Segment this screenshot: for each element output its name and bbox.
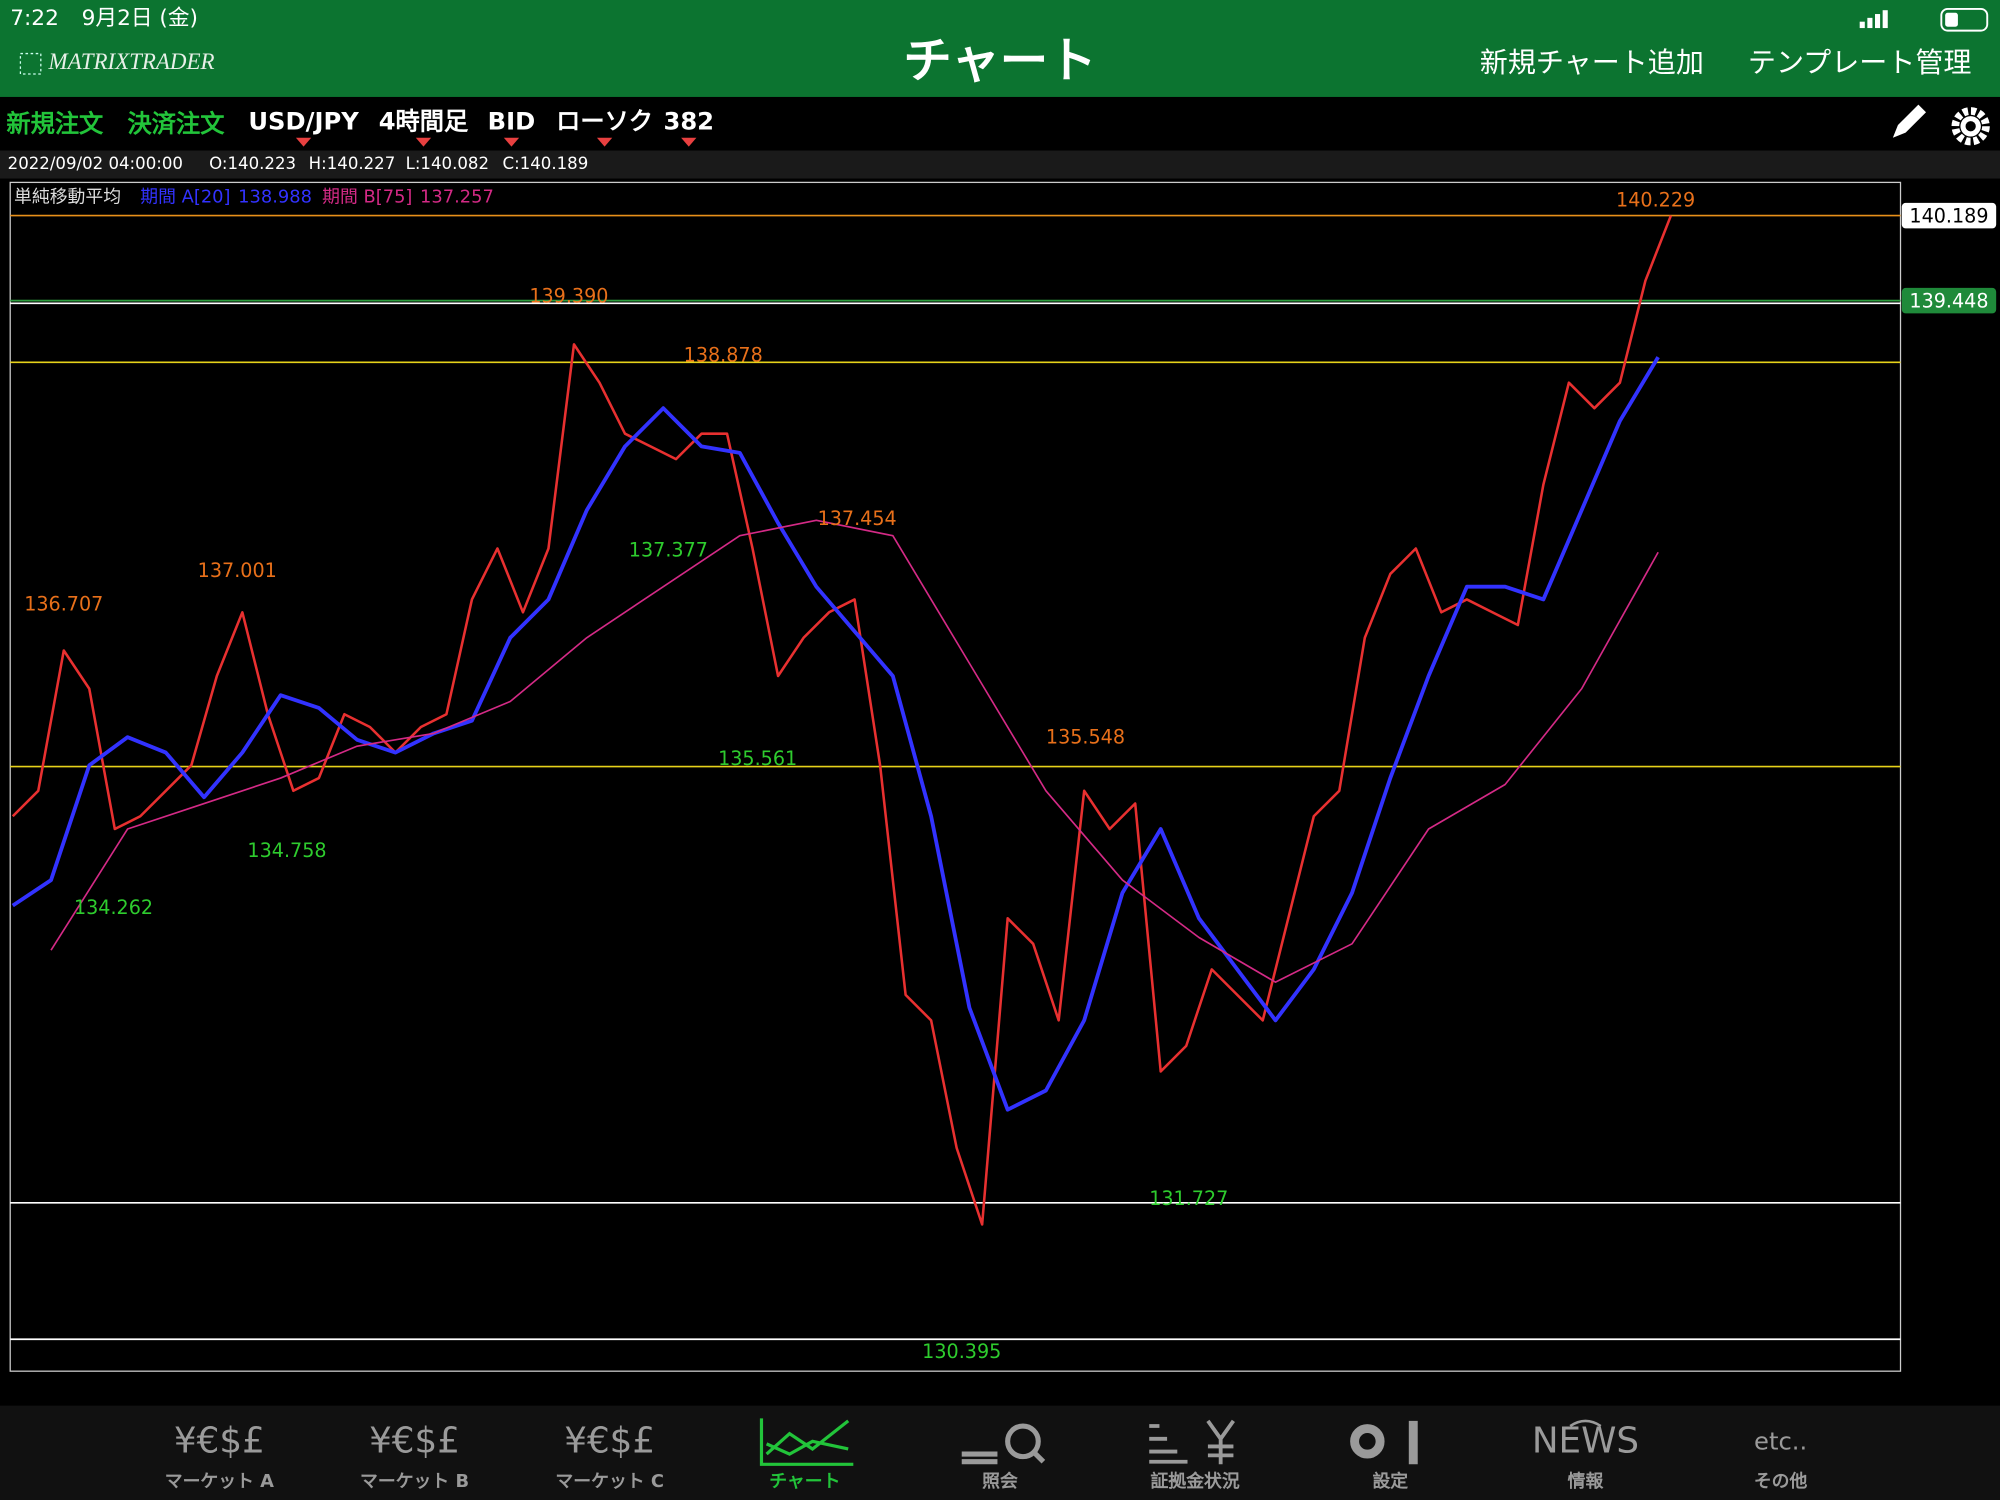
chart-style[interactable]: ローソク — [556, 107, 653, 135]
high-label: 138.878 — [684, 343, 763, 366]
tab-label: 照会 — [982, 1470, 1018, 1492]
settings-icon[interactable] — [1951, 107, 1990, 146]
tab[interactable]: 照会 — [961, 1423, 1046, 1492]
close-order[interactable]: 決済注文 — [128, 110, 226, 138]
legend-value: 137.257 — [420, 187, 494, 208]
tab-label: マーケット A — [165, 1471, 274, 1492]
tab-label: 情報 — [1568, 1470, 1604, 1492]
tab[interactable]: NEWS 情報 — [1532, 1419, 1639, 1493]
new-order[interactable]: 新規注文 — [6, 110, 104, 138]
tab-icon — [1149, 1419, 1235, 1465]
plot: 期間 A[20] 138.988 期間 B[75] 137.257 136.707 137… — [10, 187, 1997, 1363]
price-tag — [1901, 287, 1997, 314]
price-tag — [1901, 202, 1997, 229]
logo: MATRIXTRADER — [47, 49, 214, 74]
low-label: 134.262 — [74, 896, 153, 919]
tab-icon — [759, 1418, 854, 1466]
low-label: 130.395 — [922, 1340, 1001, 1363]
legend-name: 期間 A[20] — [140, 187, 230, 208]
moving-average — [50, 519, 1659, 983]
high-label: 139.390 — [529, 285, 608, 308]
low-label: 134.758 — [247, 839, 326, 862]
high-label: 137.454 — [818, 507, 897, 530]
ohlc-bar — [0, 150, 2000, 179]
price-side[interactable]: BID — [488, 107, 536, 135]
header-bar — [0, 0, 2000, 97]
tab-label: その他 — [1754, 1470, 1808, 1492]
tab-label: 設定 — [1372, 1470, 1408, 1492]
add-chart[interactable]: 新規チャート追加 — [1480, 46, 1704, 79]
tab[interactable]: etc.. その他 — [1754, 1428, 1808, 1493]
tab-icon — [961, 1423, 1046, 1465]
indicator-name: 単純移動平均 — [14, 187, 121, 208]
status-date: 9月2日 (金) — [82, 6, 198, 31]
tab-label: マーケット C — [555, 1471, 664, 1492]
tab[interactable]: ¥€$£ マーケット C — [555, 1421, 664, 1493]
tab[interactable]: チャート — [759, 1418, 854, 1492]
moving-average — [11, 356, 1660, 1112]
tab-icon: ¥€$£ — [564, 1421, 655, 1462]
tab[interactable]: ¥€$£ マーケット B — [360, 1421, 469, 1493]
price-tag-label: 139.448 — [1909, 289, 1988, 312]
tabs: ¥€$£ マーケット A ¥€$£ マーケット B ¥€$£ マーケット C チャート 照会 証… — [165, 1418, 1808, 1492]
high-label: 136.707 — [24, 593, 103, 616]
ohlc-close: C:140.189 — [503, 154, 589, 173]
price-tag-label: 140.189 — [1909, 204, 1988, 227]
high-label: 135.548 — [1046, 726, 1125, 749]
bar-count[interactable]: 382 — [663, 107, 714, 135]
dropdown-arrows — [295, 137, 697, 147]
tab-label: 証拠金状況 — [1151, 1470, 1240, 1492]
screen-title: チャート — [903, 33, 1096, 89]
ohlc-high: H:140.227 — [309, 154, 396, 173]
chart-area — [9, 181, 1902, 1372]
ohlc-low: L:140.082 — [406, 154, 489, 173]
logo-icon — [19, 52, 42, 75]
tab-icon: ¥€$£ — [369, 1421, 460, 1462]
tab[interactable]: 設定 — [1350, 1420, 1418, 1492]
edit-icon[interactable] — [1892, 104, 1927, 138]
high-label: 137.001 — [198, 559, 277, 582]
tab-icon: ¥€$£ — [174, 1421, 265, 1462]
ohlc-open: O:140.223 — [209, 154, 296, 173]
tab-label: マーケット B — [360, 1471, 469, 1492]
symbol[interactable]: USD/JPY — [248, 107, 359, 135]
low-label: 137.377 — [629, 539, 708, 562]
timeframe[interactable]: 4時間足 — [379, 107, 469, 135]
tab-icon-arc — [1569, 1419, 1602, 1428]
price-line — [11, 215, 1673, 1226]
status-time: 7:22 — [10, 6, 59, 31]
tab[interactable]: 証拠金状況 — [1149, 1419, 1240, 1492]
tab-label: チャート — [769, 1471, 840, 1492]
ohlc-datetime: 2022/09/02 04:00:00 — [8, 154, 183, 173]
template-manage[interactable]: テンプレート管理 — [1748, 46, 1972, 79]
tab-icon: NEWS — [1532, 1421, 1639, 1462]
tab[interactable]: ¥€$£ マーケット A — [165, 1421, 274, 1493]
tab-bar — [0, 1405, 2000, 1500]
tab-icon — [1350, 1420, 1418, 1465]
tab-icon: etc.. — [1754, 1428, 1807, 1456]
low-label: 131.727 — [1149, 1187, 1228, 1210]
low-label: 135.561 — [718, 747, 797, 770]
legend-name: 期間 B[75] — [322, 187, 412, 208]
high-label: 140.229 — [1616, 188, 1695, 211]
legend-value: 138.988 — [238, 187, 312, 208]
status-icons — [1859, 7, 1989, 32]
